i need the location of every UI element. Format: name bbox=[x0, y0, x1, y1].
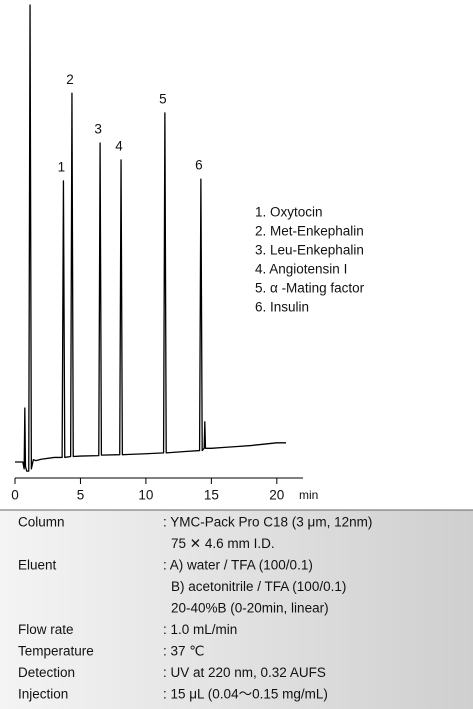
condition-value: : 37 ℃ bbox=[163, 644, 204, 659]
condition-value: 20-40%B (0-20min, linear) bbox=[171, 601, 329, 616]
conditions-background bbox=[0, 510, 473, 709]
legend-entry: 6. Insulin bbox=[255, 300, 309, 315]
condition-value: : YMC-Pack Pro C18 (3 μm, 12nm) bbox=[163, 515, 372, 530]
condition-value: : UV at 220 nm, 0.32 AUFS bbox=[163, 665, 326, 680]
condition-value: : 1.0 mL/min bbox=[163, 622, 237, 637]
legend-entry: 4. Angiotensin I bbox=[255, 262, 347, 277]
peak-label: 4 bbox=[115, 138, 123, 153]
trace bbox=[15, 4, 286, 472]
peak-label: 6 bbox=[195, 158, 203, 173]
x-axis-label: min bbox=[299, 488, 318, 502]
condition-label: Column bbox=[18, 515, 65, 530]
legend-entry: 3. Leu-Enkephalin bbox=[255, 243, 364, 258]
peak-label: 3 bbox=[94, 122, 102, 137]
legend-entry: 1. Oxytocin bbox=[255, 205, 323, 220]
x-tick-label: 15 bbox=[204, 488, 219, 503]
peak-label: 5 bbox=[159, 91, 167, 106]
condition-label: Detection bbox=[18, 665, 75, 680]
legend-entry: 5. α -Mating factor bbox=[255, 281, 365, 296]
x-tick-label: 5 bbox=[77, 488, 85, 503]
x-tick-label: 10 bbox=[138, 488, 153, 503]
condition-value: B) acetonitrile / TFA (100/0.1) bbox=[171, 579, 346, 594]
x-tick-label: 20 bbox=[269, 488, 284, 503]
condition-value: : 15 μL (0.04～0.15 mg/mL) bbox=[163, 687, 328, 702]
condition-label: Eluent bbox=[18, 558, 57, 573]
condition-label: Temperature bbox=[18, 644, 94, 659]
peak-label: 2 bbox=[66, 72, 74, 87]
legend-entry: 2. Met-Enkephalin bbox=[255, 224, 364, 239]
peak-label: 1 bbox=[58, 160, 66, 175]
x-tick-label: 0 bbox=[11, 488, 19, 503]
condition-value: 75 ✕ 4.6 mm I.D. bbox=[171, 536, 275, 551]
condition-label: Injection bbox=[18, 687, 68, 702]
condition-value: : A) water / TFA (100/0.1) bbox=[163, 558, 313, 573]
condition-label: Flow rate bbox=[18, 622, 74, 637]
